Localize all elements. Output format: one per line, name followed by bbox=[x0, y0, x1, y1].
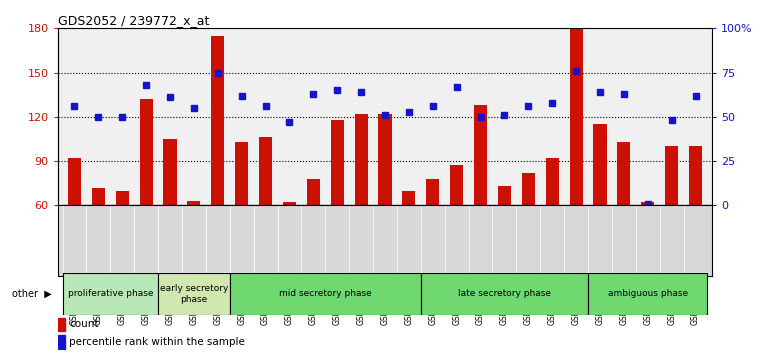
Bar bbox=[235, 142, 248, 294]
Bar bbox=[402, 190, 416, 294]
Bar bbox=[570, 28, 583, 294]
Bar bbox=[354, 114, 368, 294]
Text: other  ▶: other ▶ bbox=[12, 289, 52, 299]
Bar bbox=[618, 142, 631, 294]
Bar bbox=[116, 190, 129, 294]
Bar bbox=[450, 166, 464, 294]
Text: count: count bbox=[69, 319, 99, 329]
Bar bbox=[62, 273, 158, 315]
Text: percentile rank within the sample: percentile rank within the sample bbox=[69, 337, 245, 347]
Bar bbox=[58, 318, 65, 331]
Bar bbox=[68, 158, 81, 294]
Bar bbox=[158, 273, 229, 315]
Bar bbox=[330, 120, 343, 294]
Bar bbox=[421, 273, 588, 315]
Bar bbox=[588, 273, 708, 315]
Bar bbox=[306, 179, 320, 294]
Bar bbox=[522, 173, 535, 294]
Bar bbox=[689, 146, 702, 294]
Bar bbox=[594, 124, 607, 294]
Bar bbox=[378, 114, 392, 294]
Text: proliferative phase: proliferative phase bbox=[68, 289, 153, 298]
Bar bbox=[498, 186, 511, 294]
Bar bbox=[58, 335, 65, 349]
Bar bbox=[283, 202, 296, 294]
Text: late secretory phase: late secretory phase bbox=[458, 289, 551, 298]
Bar bbox=[229, 273, 421, 315]
Text: ambiguous phase: ambiguous phase bbox=[608, 289, 688, 298]
Text: mid secretory phase: mid secretory phase bbox=[279, 289, 372, 298]
Bar bbox=[211, 36, 224, 294]
Text: GDS2052 / 239772_x_at: GDS2052 / 239772_x_at bbox=[58, 14, 209, 27]
Text: early secretory
phase: early secretory phase bbox=[159, 284, 228, 303]
Bar bbox=[259, 137, 272, 294]
Bar bbox=[474, 105, 487, 294]
Bar bbox=[641, 202, 654, 294]
Bar bbox=[427, 179, 440, 294]
Bar bbox=[163, 139, 176, 294]
Bar bbox=[139, 99, 152, 294]
Bar bbox=[546, 158, 559, 294]
Bar bbox=[665, 146, 678, 294]
Bar bbox=[187, 201, 200, 294]
Bar bbox=[92, 188, 105, 294]
